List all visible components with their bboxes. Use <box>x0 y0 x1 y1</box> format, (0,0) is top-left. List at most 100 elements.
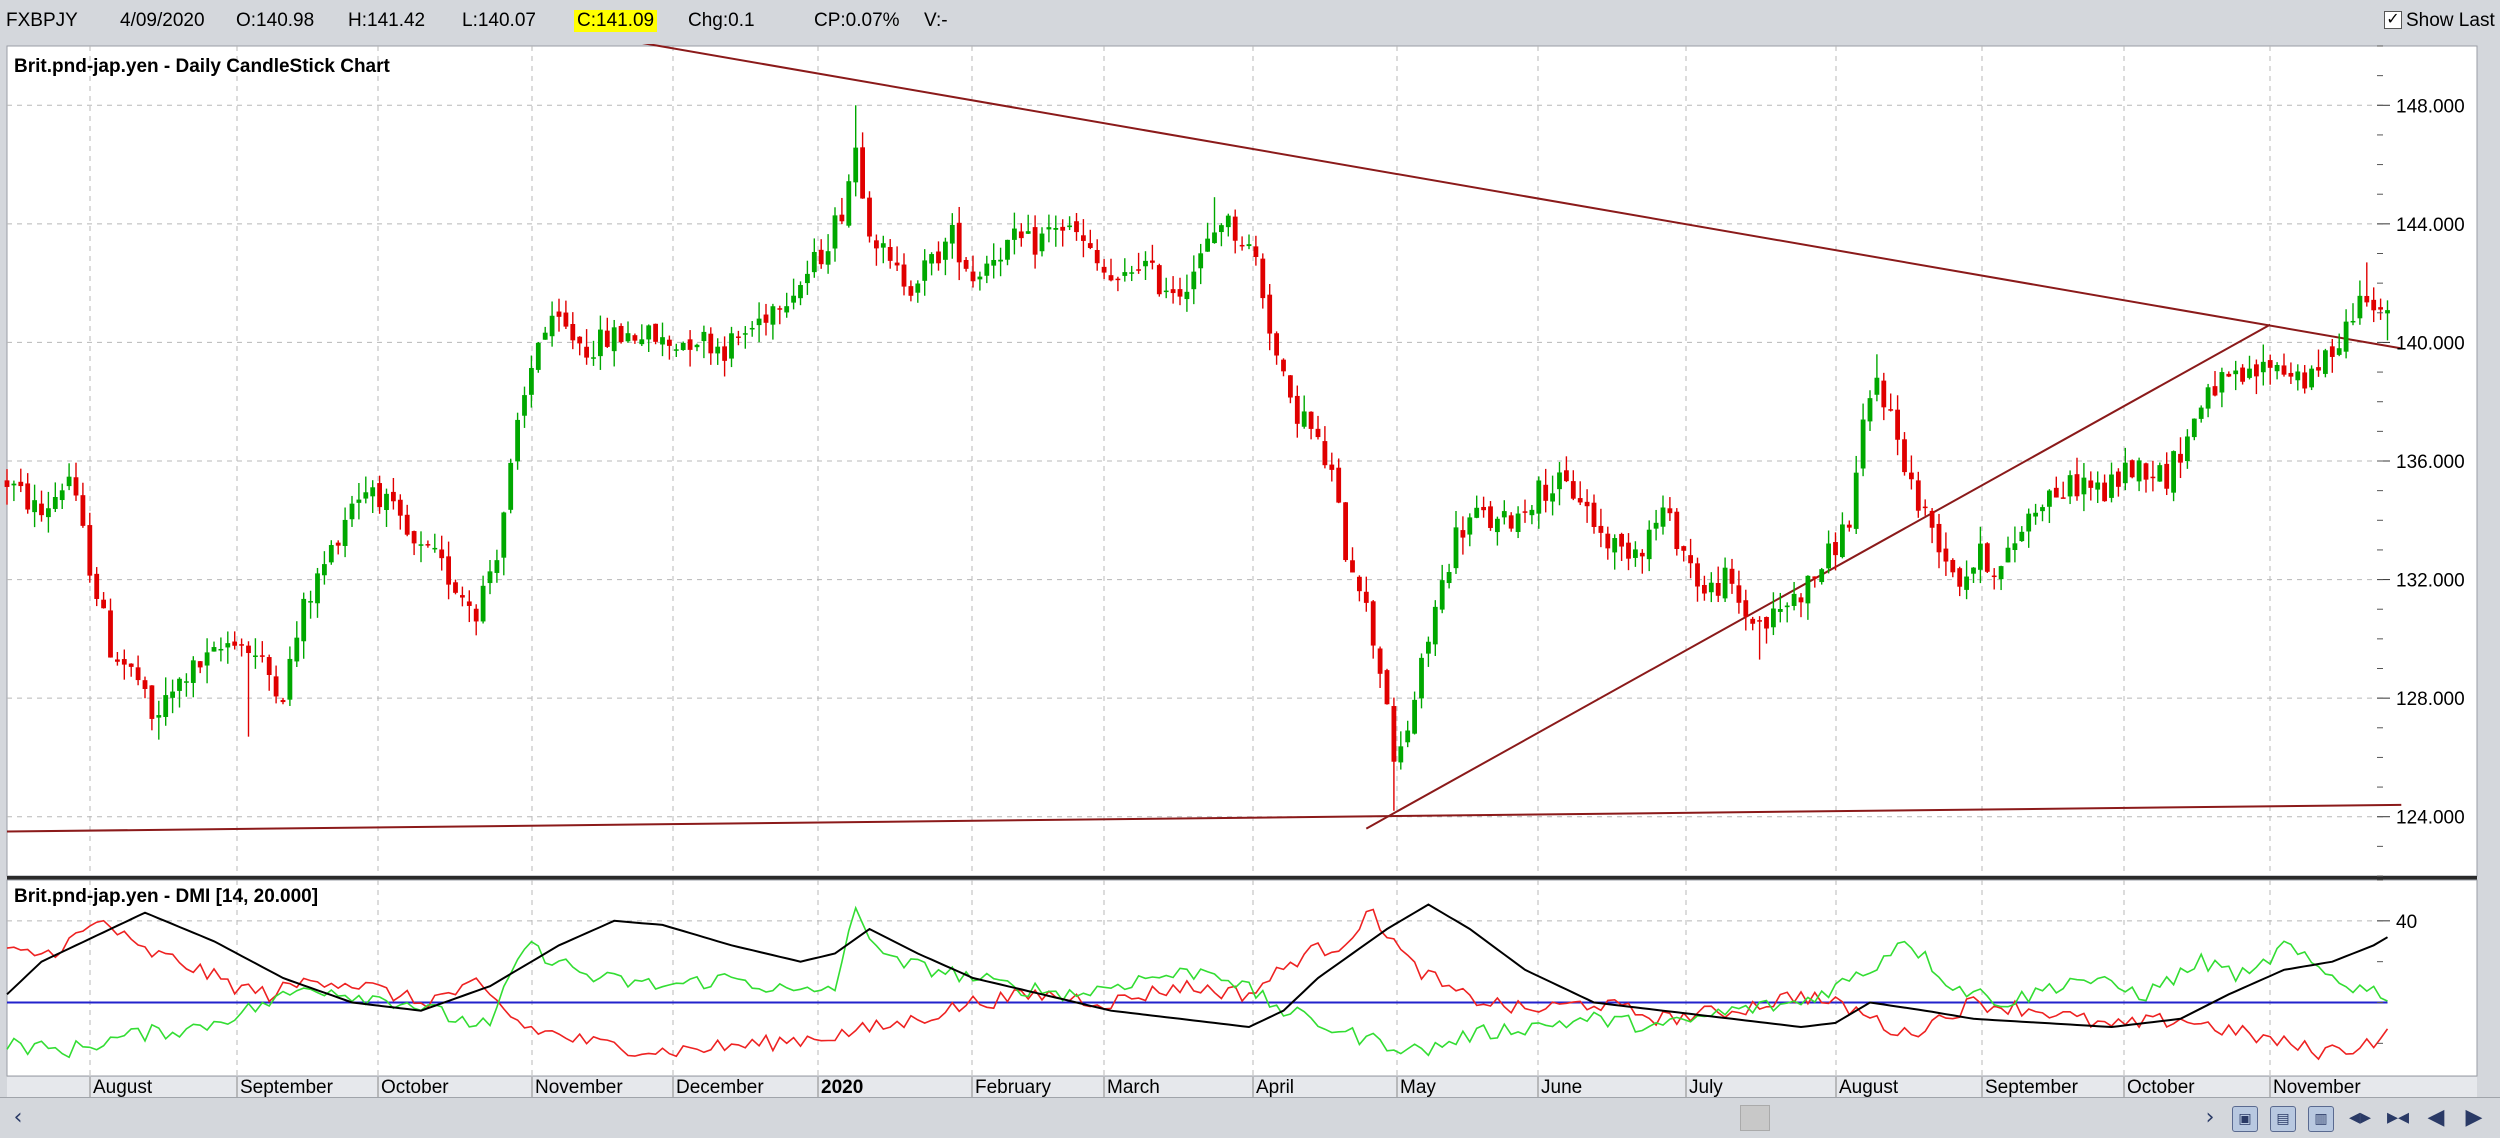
time-axis-label: October <box>2127 1077 2195 1097</box>
price-chart-title: Brit.pnd-jap.yen - Daily CandleStick Cha… <box>14 56 391 77</box>
candle-body <box>1343 502 1348 561</box>
candle-body <box>770 306 776 325</box>
candle-body <box>1515 513 1521 533</box>
scrollbar-thumb[interactable] <box>1740 1105 1770 1131</box>
scroll-left-icon[interactable]: ‹ <box>13 1105 23 1130</box>
candle-body <box>404 514 410 535</box>
candle-body <box>2350 320 2356 323</box>
scroll-right-icon[interactable]: › <box>2205 1105 2215 1130</box>
candle-body <box>1460 530 1466 538</box>
candle-body <box>66 476 72 487</box>
candle-body <box>1101 266 1107 273</box>
candle-body <box>1702 585 1707 594</box>
step-forward-icon[interactable]: ▶ <box>2465 1105 2483 1130</box>
zoom-out-icon[interactable]: ▤ <box>2270 1106 2296 1132</box>
candle-body <box>1915 480 1921 511</box>
candle-body <box>1357 576 1362 592</box>
candle-body <box>1136 269 1141 271</box>
compress-icon[interactable]: ▸◂ <box>2386 1105 2410 1130</box>
candle-body <box>2343 321 2349 352</box>
candle-body <box>411 531 417 544</box>
candle-body <box>1550 493 1555 502</box>
candle-body <box>811 251 817 273</box>
candle-body <box>598 329 603 357</box>
candle-body <box>1177 289 1183 297</box>
candle-body <box>425 544 431 546</box>
zoom-reset-icon[interactable]: ▥ <box>2308 1106 2334 1132</box>
time-axis-label: March <box>1107 1077 1160 1097</box>
candle-body <box>1729 568 1735 584</box>
header-bar: FXBPJY 4/09/2020 O:140.98 H:141.42 L:140… <box>0 0 2500 45</box>
candle-body <box>1329 464 1335 470</box>
candle-body <box>294 637 300 662</box>
candle-body <box>646 325 652 340</box>
step-back-icon[interactable]: ◀ <box>2427 1105 2445 1130</box>
candle-body <box>1874 377 1880 395</box>
candle-body <box>749 327 755 330</box>
high-value: H:141.42 <box>348 10 426 31</box>
candle-body <box>1722 567 1728 599</box>
candle-body <box>1350 560 1355 573</box>
candle-body <box>1156 265 1162 295</box>
candle-body <box>487 571 493 584</box>
candle-body <box>825 251 831 265</box>
candle-body <box>1757 620 1762 622</box>
expand-icon[interactable]: ◂▸ <box>2348 1105 2372 1130</box>
candle-body <box>936 251 941 264</box>
candle-body <box>2095 482 2101 490</box>
candle-body <box>1260 258 1266 299</box>
zoom-in-icon[interactable]: ▣ <box>2232 1106 2258 1132</box>
candle-body <box>25 483 31 510</box>
candle-body <box>94 573 100 599</box>
candle-body <box>1191 271 1197 290</box>
candle-body <box>591 357 596 359</box>
candle-body <box>1522 511 1528 513</box>
time-axis <box>7 1077 2477 1097</box>
candle-body <box>1488 506 1493 528</box>
time-axis-label: April <box>1256 1077 1294 1097</box>
dmi-panel[interactable] <box>6 879 2478 1077</box>
candle-body <box>867 197 872 237</box>
candle-body <box>1846 524 1852 528</box>
y-axis-label: 124.000 <box>2396 808 2465 829</box>
time-axis-label: July <box>1689 1077 1723 1097</box>
candle-body <box>991 259 997 266</box>
candle-body <box>832 215 838 249</box>
candle-body <box>232 641 238 646</box>
time-axis-label: September <box>240 1077 334 1097</box>
candle-body <box>1715 583 1721 596</box>
candle-body <box>356 499 362 503</box>
candle-body <box>1626 542 1631 559</box>
time-axis-label: August <box>1839 1077 1899 1097</box>
candle-body <box>1777 609 1783 612</box>
candle-body <box>2302 372 2308 389</box>
panel-divider[interactable] <box>7 876 2477 880</box>
candle-body <box>1791 593 1797 606</box>
time-axis-label: June <box>1541 1077 1582 1097</box>
candle-body <box>1446 572 1452 584</box>
candle-body <box>508 462 514 510</box>
candle-body <box>2323 350 2328 374</box>
open-value: O:140.98 <box>236 10 315 31</box>
candle-body <box>1439 580 1445 610</box>
candle-body <box>2357 295 2363 319</box>
candle-body <box>1598 525 1604 533</box>
dmi-minus-di-line <box>6 908 2389 1061</box>
candle-body <box>1060 226 1066 231</box>
candle-body <box>1253 246 1259 257</box>
candle-body <box>2219 372 2225 393</box>
candle-body <box>1667 508 1673 514</box>
candle-body <box>701 331 707 342</box>
chart-area[interactable]: 148.000 144.000 140.000 136.000 132.000 128.0… <box>0 44 2500 1097</box>
candle-body <box>384 493 389 510</box>
time-axis-label: May <box>1400 1077 1436 1097</box>
candle-body <box>18 481 24 487</box>
candle-body <box>80 495 86 526</box>
candle-body <box>549 315 555 337</box>
candle-body <box>1991 575 1997 578</box>
candle-body <box>1764 617 1769 629</box>
candle-body <box>2164 463 2170 489</box>
candle-body <box>604 330 610 347</box>
candle-body <box>2336 348 2342 355</box>
show-last-checkbox[interactable]: ✓ <box>2384 11 2402 29</box>
